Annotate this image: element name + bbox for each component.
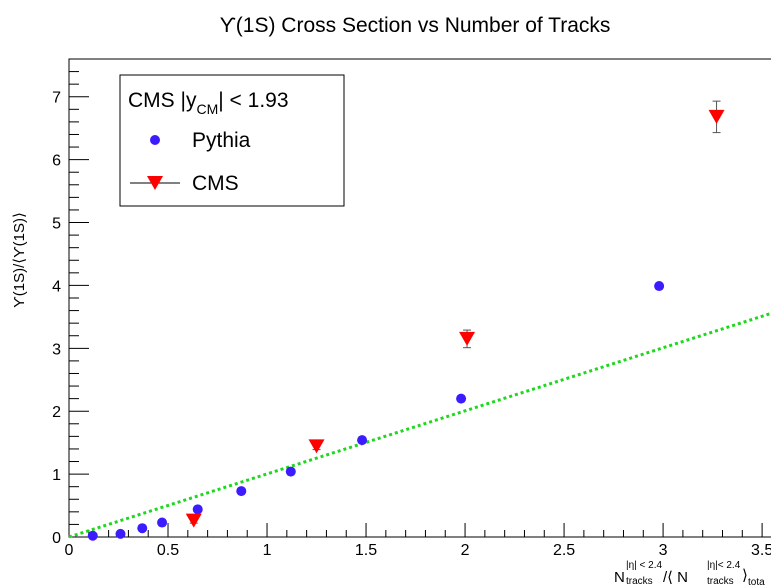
x-tick-label: 1.5 xyxy=(355,542,377,559)
x-tick-label: 3.5 xyxy=(751,542,771,559)
legend-pythia-label: Pythia xyxy=(192,129,251,152)
legend-header-sub: CM xyxy=(196,101,218,117)
y-tick-label: 2 xyxy=(52,404,61,421)
cms-point xyxy=(459,331,476,346)
pythia-point xyxy=(192,504,203,515)
pythia-point xyxy=(236,486,247,497)
pythia-point xyxy=(285,466,296,477)
x-label-mid: /⟨ N xyxy=(663,569,688,586)
pythia-point xyxy=(357,435,368,446)
pythia-point xyxy=(115,528,126,539)
pythia-point xyxy=(157,517,168,528)
pythia-point xyxy=(137,523,148,534)
legend-header: CMS |yCM| < 1.93 xyxy=(128,89,289,117)
legend-cms-label: CMS xyxy=(192,172,239,195)
x-tick-label: 0 xyxy=(65,542,74,559)
x-label-sup2: |η|< 2.4 xyxy=(707,560,741,571)
y-tick-label: 7 xyxy=(52,90,61,107)
x-label-sub3: tota xyxy=(748,577,765,588)
y-axis-label: ϒ(1S)/⟨ϒ(1S)⟩ xyxy=(11,212,28,308)
chart-title: ϒ(1S) Cross Section vs Number of Tracks xyxy=(220,14,611,37)
x-label-sup1: |η| < 2.4 xyxy=(626,560,662,571)
legend-pythia-marker xyxy=(150,135,160,145)
fit-line xyxy=(68,311,771,539)
pythia-point xyxy=(654,281,665,292)
x-tick-label: 1 xyxy=(263,542,272,559)
x-label-sub2: tracks xyxy=(707,576,734,587)
y-tick-label: 4 xyxy=(52,278,61,295)
y-tick-label: 1 xyxy=(52,467,61,484)
x-label-sub1: tracks xyxy=(626,576,653,587)
cms-point xyxy=(708,109,725,124)
x-axis-label: N |η| < 2.4 tracks /⟨ N |η|< 2.4 tracks … xyxy=(614,560,765,588)
x-tick-label: 2.5 xyxy=(553,542,575,559)
y-tick-label: 6 xyxy=(52,153,61,170)
pythia-point xyxy=(456,393,467,404)
y-tick-label: 0 xyxy=(52,530,61,547)
y-tick-label: 5 xyxy=(52,216,61,233)
pythia-point xyxy=(87,530,98,541)
x-label-end: ⟩ xyxy=(742,567,748,584)
legend-cms-marker xyxy=(147,176,163,190)
x-tick-label: 2 xyxy=(461,542,470,559)
cms-point xyxy=(308,439,325,454)
x-tick-label: 0.5 xyxy=(157,542,179,559)
x-tick-label: 3 xyxy=(659,542,668,559)
x-label-n1: N xyxy=(614,569,625,586)
legend: CMS |yCM| < 1.93 Pythia CMS xyxy=(119,74,345,207)
y-tick-label: 3 xyxy=(52,341,61,358)
cms-point xyxy=(185,513,202,528)
